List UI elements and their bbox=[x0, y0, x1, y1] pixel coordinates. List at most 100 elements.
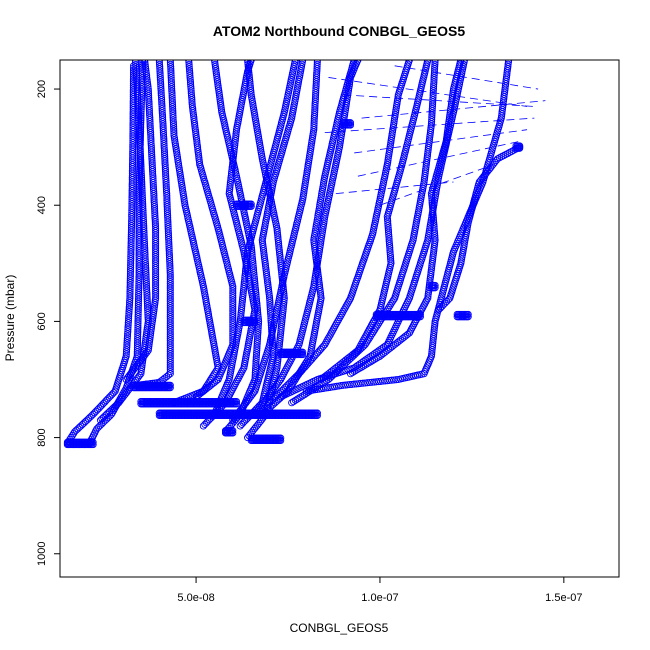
data-point bbox=[125, 303, 133, 311]
data-point bbox=[141, 63, 149, 71]
data-point bbox=[229, 289, 237, 297]
data-point bbox=[348, 369, 356, 377]
data-point bbox=[238, 302, 246, 310]
data-point bbox=[324, 335, 332, 343]
x-axis-label: CONBGL_GEOS5 bbox=[290, 621, 389, 635]
data-point bbox=[142, 67, 150, 75]
data-point bbox=[429, 214, 437, 222]
data-point bbox=[229, 307, 237, 315]
data-point bbox=[278, 316, 286, 324]
data-point bbox=[186, 69, 194, 77]
data-point bbox=[385, 237, 393, 245]
data-point bbox=[169, 109, 177, 117]
data-point bbox=[229, 312, 237, 320]
data-point bbox=[175, 166, 184, 174]
data-point bbox=[142, 330, 150, 339]
data-point bbox=[298, 365, 306, 373]
data-point bbox=[428, 201, 436, 209]
data-point bbox=[268, 334, 276, 342]
data-point bbox=[229, 341, 237, 349]
data-point bbox=[363, 329, 371, 337]
data-point bbox=[138, 363, 146, 371]
data-point bbox=[247, 200, 255, 208]
data-point bbox=[355, 380, 363, 388]
data-point bbox=[359, 379, 367, 387]
data-point bbox=[251, 369, 259, 377]
data-point bbox=[124, 328, 132, 336]
data-point bbox=[385, 376, 394, 384]
data-point bbox=[143, 284, 151, 292]
data-point bbox=[342, 302, 350, 310]
data-point bbox=[229, 329, 237, 338]
data-point bbox=[188, 96, 196, 104]
data-point bbox=[143, 302, 152, 310]
data-point bbox=[336, 139, 344, 147]
data-point bbox=[150, 303, 158, 311]
data-point bbox=[377, 377, 385, 385]
plot-area bbox=[63, 60, 546, 449]
data-point bbox=[299, 351, 307, 359]
data-point bbox=[233, 377, 241, 385]
data-point bbox=[251, 113, 259, 121]
data-point bbox=[229, 427, 237, 435]
data-point bbox=[211, 347, 219, 355]
data-point bbox=[448, 94, 456, 102]
data-point bbox=[229, 316, 237, 324]
data-point bbox=[304, 388, 312, 396]
data-point bbox=[269, 352, 277, 360]
data-point bbox=[340, 306, 348, 314]
data-point bbox=[139, 352, 147, 360]
data-point bbox=[252, 355, 260, 363]
data-point bbox=[122, 350, 130, 358]
data-point bbox=[254, 326, 262, 334]
data-point bbox=[388, 376, 396, 384]
data-point bbox=[327, 329, 335, 337]
data-point bbox=[301, 360, 309, 368]
data-point bbox=[229, 318, 237, 326]
data-point bbox=[157, 89, 165, 97]
data-point bbox=[230, 148, 238, 156]
data-point bbox=[344, 381, 352, 389]
data-point bbox=[363, 360, 371, 368]
data-point bbox=[269, 348, 277, 356]
data-point bbox=[143, 286, 151, 294]
data-point bbox=[137, 165, 145, 173]
data-point bbox=[306, 387, 314, 395]
data-point bbox=[267, 310, 275, 318]
data-point bbox=[369, 357, 377, 365]
data-point bbox=[428, 196, 436, 204]
data-point bbox=[431, 234, 439, 242]
data-point bbox=[134, 98, 142, 106]
data-point bbox=[315, 203, 324, 211]
x-tick-label: 1.5e-07 bbox=[545, 592, 582, 604]
data-point bbox=[123, 332, 132, 340]
data-point bbox=[228, 168, 236, 176]
data-point bbox=[132, 63, 140, 71]
data-point bbox=[278, 314, 286, 322]
data-point bbox=[157, 93, 166, 102]
data-point bbox=[321, 341, 329, 349]
data-point bbox=[321, 378, 329, 386]
data-point bbox=[308, 386, 316, 394]
data-point bbox=[141, 260, 150, 268]
data-point bbox=[252, 353, 260, 361]
data-point bbox=[227, 172, 235, 180]
data-point bbox=[445, 113, 454, 121]
data-point bbox=[229, 285, 237, 293]
data-point bbox=[310, 385, 318, 393]
data-point bbox=[143, 72, 151, 80]
data-point bbox=[167, 76, 175, 84]
y-tick-label: 600 bbox=[36, 312, 48, 330]
data-point bbox=[229, 429, 237, 437]
data-point bbox=[133, 78, 141, 86]
data-point bbox=[89, 441, 97, 449]
data-point bbox=[346, 121, 355, 129]
data-point bbox=[393, 100, 401, 108]
data-point bbox=[179, 186, 187, 194]
data-point bbox=[386, 250, 394, 259]
data-point bbox=[359, 362, 367, 370]
data-point bbox=[309, 130, 317, 138]
data-point bbox=[229, 336, 237, 344]
data-point bbox=[251, 316, 259, 324]
data-point bbox=[365, 325, 373, 333]
